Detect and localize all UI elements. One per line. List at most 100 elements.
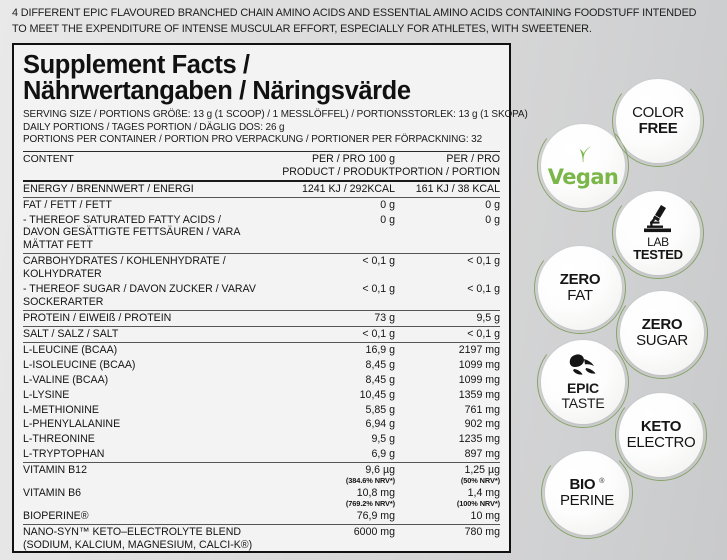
row-label-line-1: L-TRYPTOPHAN xyxy=(23,448,105,461)
row-value-per-portion: 780 mg xyxy=(395,524,500,553)
daily-portions: DAILY PORTIONS / TAGES PORTION / DÄGLIG … xyxy=(23,121,285,133)
row-value-per-100g-amount: 1241 KJ / 292KCAL xyxy=(301,182,396,195)
row-label-line-1: NANO-SYN™ KETO–ELECTROLYTE BLEND xyxy=(23,526,242,539)
table-row: SALT / SALZ / SALT < 0,1 g < 0,1 g xyxy=(23,325,500,343)
column-header-per-portion: PER / PRO PORTION / PORTION xyxy=(395,150,500,181)
table-row: FAT / FETT / FETT 0 g 0 g xyxy=(23,196,500,213)
row-label: CARBOHYDRATES / KOHLENHYDRATE / KOLHYDRA… xyxy=(23,253,283,283)
badge-epic-taste-line-2: TASTE xyxy=(561,395,605,411)
badge-zero-fat-line-2: FAT xyxy=(567,287,593,304)
row-value-per-portion: 1,4 mg (100% NRV*) xyxy=(395,486,500,509)
row-value-per-portion-amount: < 0,1 g xyxy=(467,327,500,340)
row-value-per-100g: 73 g xyxy=(282,309,396,327)
row-value-per-100g-amount: 76,9 mg xyxy=(356,510,396,523)
row-label-line-1: VITAMIN B6 xyxy=(23,487,82,500)
row-label-line-1: L-VALINE (BCAA) xyxy=(23,373,109,386)
row-label-line-1: SALT / SALZ / SALT xyxy=(23,327,119,340)
row-label: FAT / FETT / FETT xyxy=(23,196,283,213)
row-value-per-portion: 9,5 g xyxy=(395,309,500,327)
portions-per-container: PORTIONS PER CONTAINER / PORTION PRO VER… xyxy=(23,134,483,146)
row-value-per-portion-amount: 1099 mg xyxy=(458,358,500,371)
row-value-per-100g-amount: 10,45 g xyxy=(359,388,396,401)
registered-trademark-icon: ® xyxy=(599,478,605,486)
badge-zero-sugar[interactable]: ZERO SUGAR xyxy=(620,291,704,375)
table-row: CARBOHYDRATES / KOHLENHYDRATE / KOLHYDRA… xyxy=(23,253,500,283)
column-header-per-100g-line-1: PER / PRO 100 g xyxy=(311,152,396,165)
table-row: - THEREOF SUGAR / DAVON ZUCKER / VARAV S… xyxy=(23,282,500,310)
row-label-line-1: ENERGY / BRENNWERT / ENERGI xyxy=(23,182,194,195)
serving-info: SERVING SIZE / PORTIONS GRÖßE: 13 g (1 S… xyxy=(23,109,528,147)
page-title: Supplement Facts / Nährwertangaben / När… xyxy=(23,52,500,104)
row-value-per-100g: 9,6 µg (384.6% NRV*) xyxy=(282,462,395,487)
row-value-per-100g: 1241 KJ / 292KCAL xyxy=(282,179,396,198)
row-value-per-portion: < 0,1 g xyxy=(395,282,500,310)
row-label: L-METHIONINE xyxy=(23,403,282,418)
badge-zero-fat[interactable]: ZERO FAT xyxy=(538,246,622,330)
table-row: L-PHENYLALANINE 6,94 g 902 mg xyxy=(23,417,500,432)
row-label-line-2: (SODIUM, KALCIUM, MAGNESIUM, CALCI-K®) xyxy=(23,538,253,551)
page-title-line-2: Nährwertangaben / Näringsvärde xyxy=(23,77,411,105)
row-value-per-100g: 8,45 g xyxy=(282,358,395,373)
badge-lab-tested[interactable]: LAB TESTED xyxy=(616,191,700,275)
supplement-facts-panel: Supplement Facts / Nährwertangaben / När… xyxy=(12,43,528,553)
table-row: PROTEIN / EIWEIß / PROTEIN 73 g 9,5 g xyxy=(23,309,500,327)
badge-bioperine[interactable]: BIO ® PERINE xyxy=(545,451,629,535)
row-value-per-portion-amount: 0 g xyxy=(485,198,500,211)
row-value-per-portion: 897 mg xyxy=(395,447,500,462)
column-header-per-portion-line-2: PORTION / PORTION xyxy=(395,165,500,178)
row-value-per-portion: 2197 mg xyxy=(395,341,500,358)
table-row: ENERGY / BRENNWERT / ENERGI 1241 KJ / 292… xyxy=(23,179,500,198)
row-value-per-portion-amount: 10 mg xyxy=(470,510,500,523)
row-value-per-100g-amount: 16,9 g xyxy=(365,343,396,356)
row-value-per-100g: 10,8 mg (769.2% NRV*) xyxy=(282,486,395,509)
row-label-line-2: DAVON GESÄTTIGTE FETTSÄUREN / VARA MÄTTA… xyxy=(23,226,240,252)
row-value-per-portion-amount: 1,4 mg xyxy=(467,487,500,500)
row-value-per-portion: 761 mg xyxy=(395,403,500,418)
row-value-per-portion-amount: 9,5 g xyxy=(476,311,500,324)
row-value-per-100g-amount: 8,45 g xyxy=(365,373,396,386)
row-value-per-100g-amount: 6,94 g xyxy=(365,418,396,431)
row-value-per-portion-amount: 161 KJ / 38 KCAL xyxy=(415,182,500,195)
table-row: L-TRYPTOPHAN 6,9 g 897 mg xyxy=(23,447,500,462)
row-label-line-1: PROTEIN / EIWEIß / PROTEIN xyxy=(23,311,172,324)
row-value-per-100g-amount: 6,9 g xyxy=(371,448,396,461)
column-header-per-portion-line-1: PER / PRO xyxy=(446,152,500,165)
table-header-row: CONTENT PER / PRO 100 g PRODUCT / PRODUK… xyxy=(23,150,500,181)
table-row: L-THREONINE 9,5 g 1235 mg xyxy=(23,432,500,447)
row-label: L-ISOLEUCINE (BCAA) xyxy=(23,358,282,373)
badge-bioperine-line-2: PERINE xyxy=(559,492,615,509)
row-label-line-1: L-METHIONINE xyxy=(23,403,99,416)
row-value-per-100g: 76,9 mg xyxy=(282,509,395,524)
row-label-line-1: L-ISOLEUCINE (BCAA) xyxy=(23,358,136,371)
row-label-line-1: FAT / FETT / FETT xyxy=(23,198,112,211)
row-value-per-100g-amount: 10,8 mg xyxy=(356,487,396,500)
row-value-per-100g-amount: 0 g xyxy=(380,213,396,226)
badge-color-free-line-1: COLOR xyxy=(632,104,684,122)
row-value-per-portion-amount: 897 mg xyxy=(464,448,500,461)
microscope-icon xyxy=(641,204,675,234)
table-row: L-LYSINE 10,45 g 1359 mg xyxy=(23,388,500,403)
page-title-line-1: Supplement Facts / xyxy=(23,51,250,79)
badge-bioperine-line-1-row: BIO ® xyxy=(570,477,605,493)
table-row: L-VALINE (BCAA) 8,45 g 1099 mg xyxy=(23,373,500,388)
table-row: VITAMIN B6 10,8 mg (769.2% NRV*) 1,4 mg (100… xyxy=(23,486,500,509)
row-value-per-100g-amount: < 0,1 g xyxy=(362,283,396,296)
row-label-line-1: - THEREOF SUGAR / DAVON ZUCKER / VARAV S… xyxy=(23,283,256,309)
row-value-per-portion: 1359 mg xyxy=(395,388,500,403)
row-value-per-100g: 5,85 g xyxy=(282,403,395,418)
badge-keto-electro[interactable]: KETO ELECTRO xyxy=(619,393,703,477)
badge-zero-sugar-line-2: SUGAR xyxy=(636,332,688,349)
row-value-per-100g: 6,94 g xyxy=(282,417,395,432)
leaf-icon xyxy=(572,145,594,165)
row-value-per-portion: < 0,1 g xyxy=(395,325,500,343)
badge-color-free[interactable]: COLOR FREE xyxy=(616,79,700,163)
badge-epic-taste[interactable]: EPIC TASTE xyxy=(541,340,625,424)
row-label: VITAMIN B12 xyxy=(23,462,283,487)
badge-zero-sugar-line-1: ZERO xyxy=(641,316,683,334)
row-label-line-1: - THEREOF SATURATED FATTY ACIDS / xyxy=(23,213,221,226)
badge-vegan[interactable]: Vegan xyxy=(541,124,625,208)
chili-pepper-icon xyxy=(563,353,603,379)
row-value-per-portion-amount: 780 mg xyxy=(464,526,500,539)
column-header-per-100g-line-2: PRODUCT / PRODUKT xyxy=(282,165,396,178)
badge-keto-electro-line-2: ELECTRO xyxy=(626,434,696,451)
